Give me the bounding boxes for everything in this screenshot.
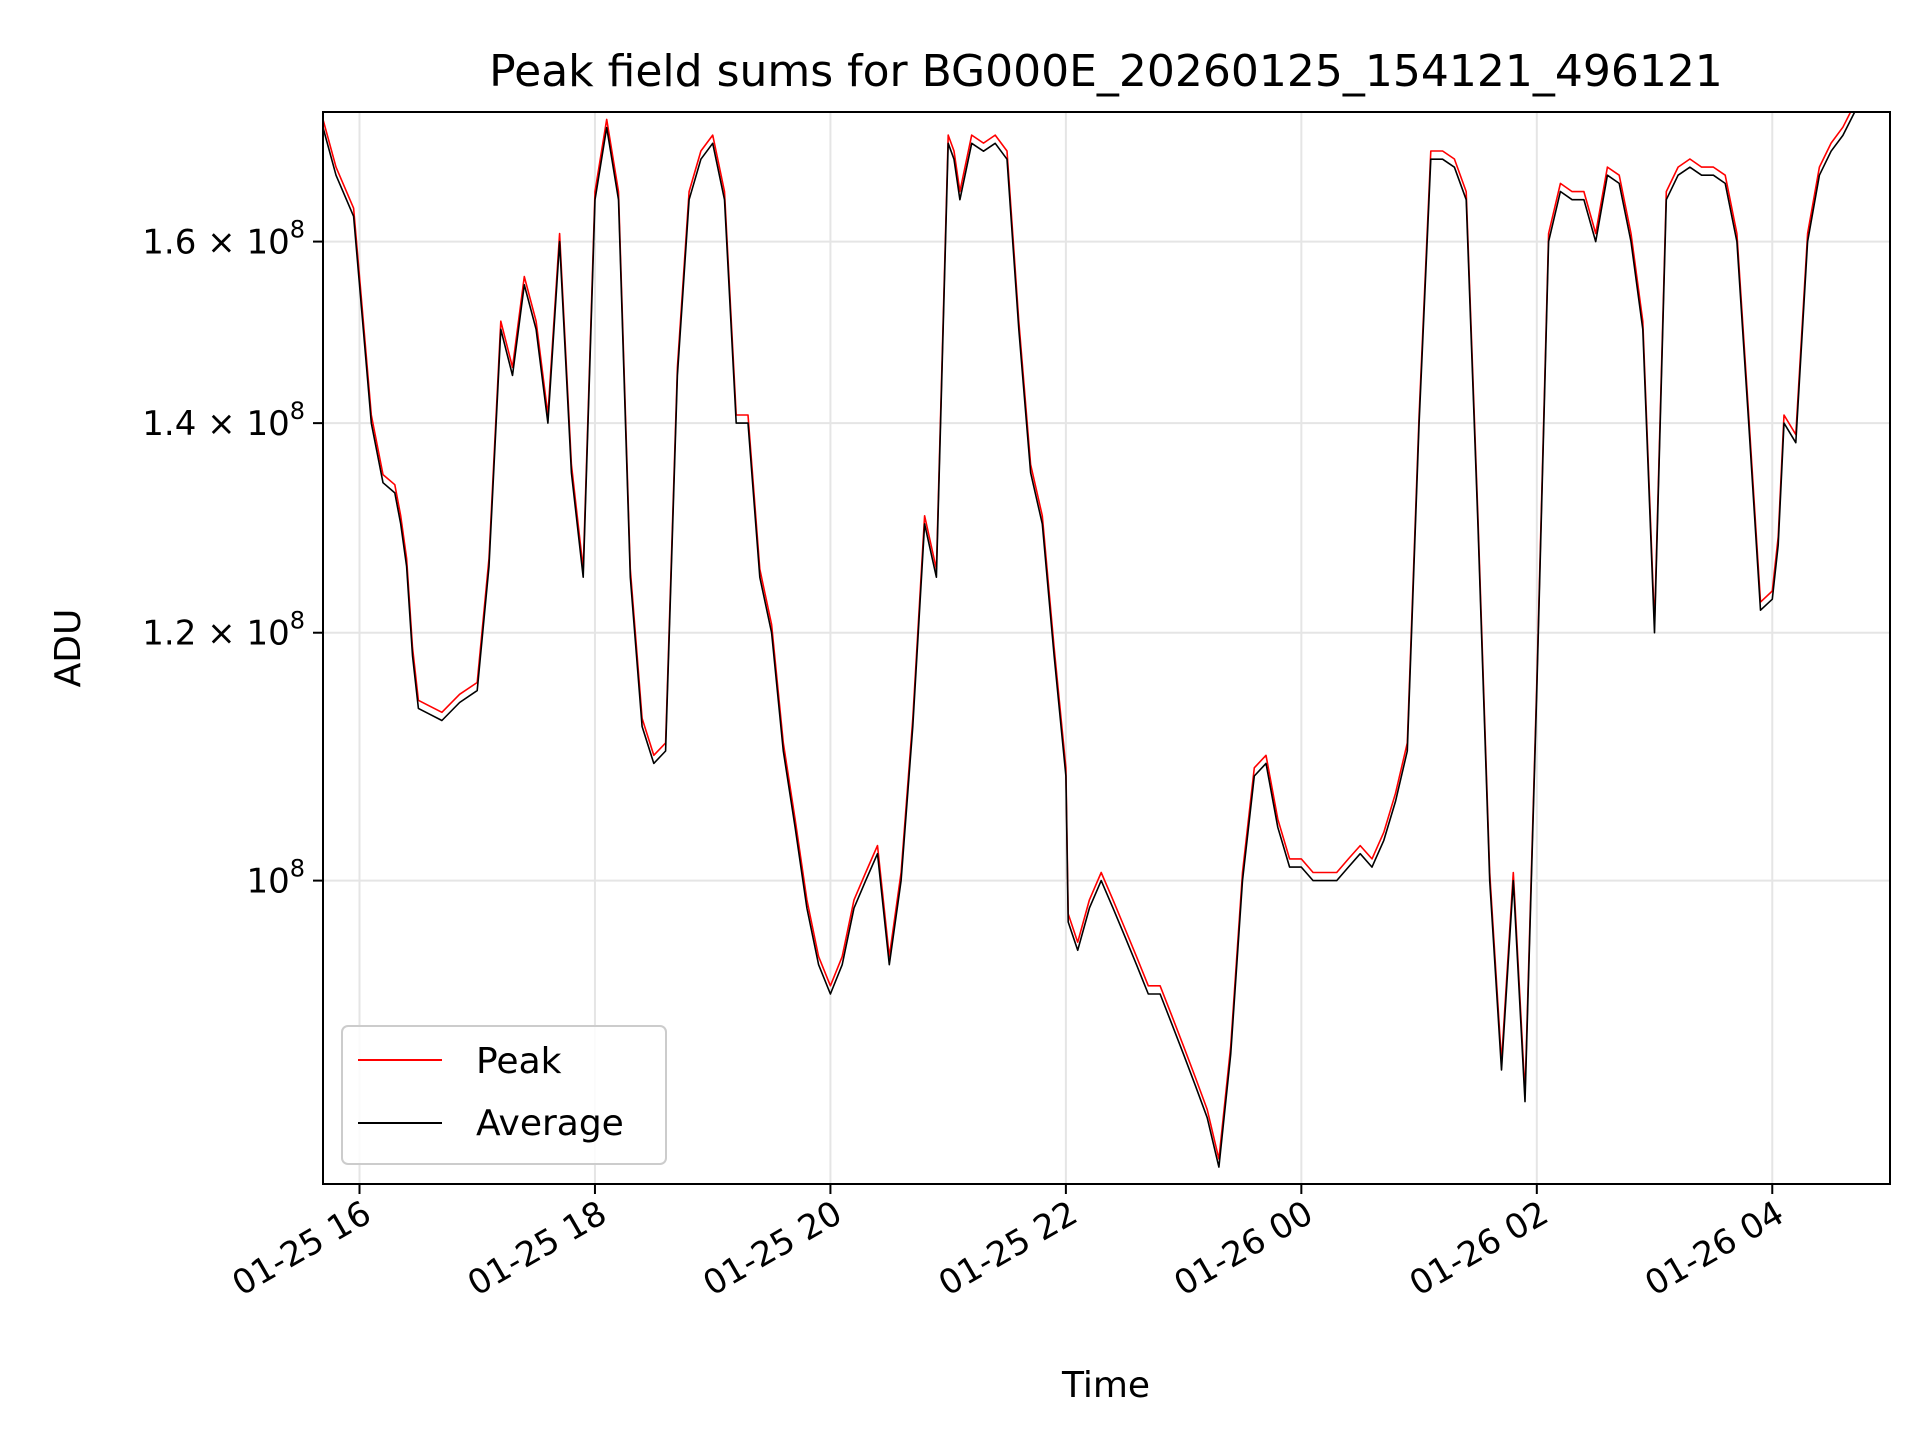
grid (323, 112, 1890, 1184)
series-layer (323, 112, 1856, 1168)
series-line-peak (323, 112, 1852, 1160)
x-axis: 01-25 16 01-25 18 01-25 20 01-25 22 01-26 00… (226, 1184, 1791, 1304)
x-tick-label: 01-25 16 (226, 1193, 378, 1304)
y-tick-exponent: 8 (290, 855, 305, 883)
x-tick-label: 01-26 02 (1403, 1193, 1555, 1304)
y-axis-label: ADU (48, 609, 89, 688)
y-tick-mantissa: 1.4 × 10 (142, 404, 289, 444)
y-tick-exponent: 8 (290, 397, 305, 425)
plot-area-frame (322, 111, 1891, 1185)
y-tick-label: 108 (246, 855, 305, 902)
legend-average-label: Average (476, 1103, 624, 1144)
y-tick-label: 1.2 × 108 (142, 607, 305, 654)
series-line-average (323, 112, 1856, 1168)
chart-title: Peak field sums for BG000E_20260125_1541… (489, 46, 1723, 97)
x-tick-label: 01-26 04 (1638, 1193, 1790, 1304)
x-tick-label: 01-26 00 (1167, 1193, 1319, 1304)
legend-peak-label: Peak (476, 1041, 562, 1082)
legend: Peak Average (341, 1025, 667, 1165)
x-tick-label: 01-25 22 (932, 1193, 1084, 1304)
y-tick-label: 1.4 × 108 (142, 397, 305, 444)
y-tick-mantissa: 1.6 × 10 (142, 223, 289, 263)
x-axis-label: Time (1061, 1365, 1150, 1406)
x-tick-label: 01-25 20 (697, 1193, 849, 1304)
y-tick-exponent: 8 (290, 607, 305, 635)
x-tick-label: 01-25 18 (461, 1193, 613, 1304)
y-tick-exponent: 8 (290, 216, 305, 244)
y-tick-mantissa: 1.2 × 10 (142, 614, 289, 654)
y-tick-mantissa: 10 (246, 862, 289, 902)
y-tick-label: 1.6 × 108 (142, 216, 305, 263)
